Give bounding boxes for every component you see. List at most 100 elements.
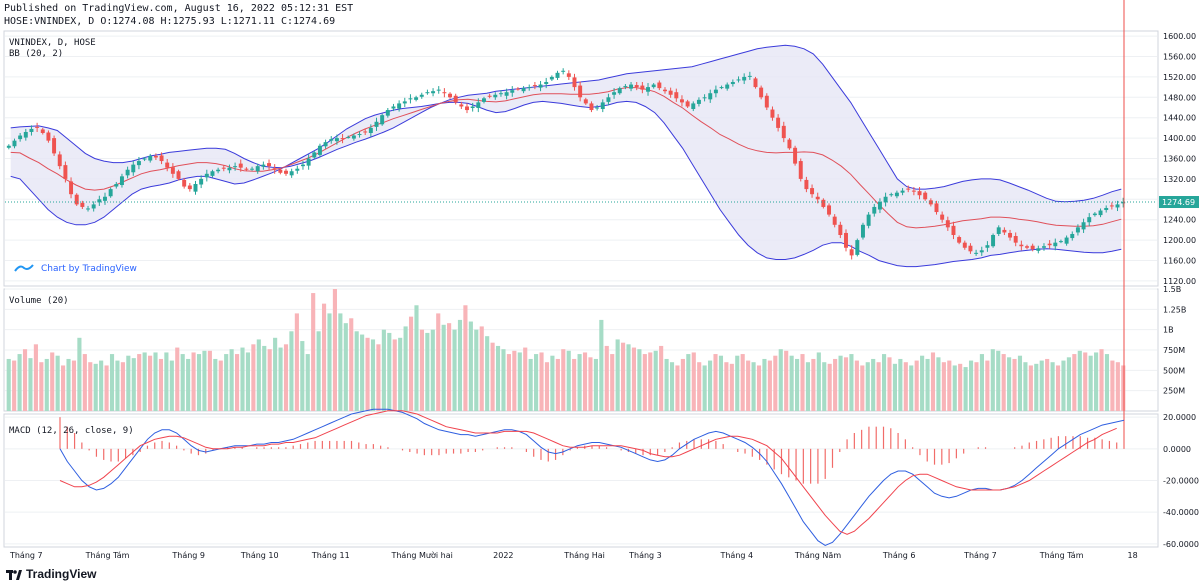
time-tick-label: Tháng Tám: [85, 551, 130, 560]
volume-bar: [61, 365, 66, 411]
volume-bar: [365, 337, 370, 411]
candle-body: [1109, 205, 1114, 207]
candle-body: [323, 142, 328, 147]
candle-body: [52, 138, 57, 154]
volume-bar: [414, 305, 419, 411]
volume-bar: [77, 337, 82, 411]
candle-body: [91, 204, 96, 209]
volume-bar: [1061, 360, 1066, 411]
candle-body: [725, 84, 730, 89]
volume-bar: [572, 358, 577, 411]
macd-axis[interactable]: 20.0000 0.0000 -20.0000 -40.0000 -60.0000: [1163, 413, 1199, 549]
candle-body: [482, 98, 486, 102]
volume-bar: [968, 360, 974, 411]
candle-body: [894, 192, 899, 197]
candle-body: [1087, 217, 1092, 223]
volume-bar: [740, 354, 745, 411]
candle-body: [363, 131, 368, 133]
time-tick-label: Tháng 10: [240, 551, 279, 560]
candle-body: [657, 82, 662, 89]
volume-bar: [1066, 357, 1071, 411]
price-tick-label: 1160.00: [1163, 257, 1196, 266]
volume-bar: [778, 349, 783, 411]
candle-body: [187, 185, 192, 190]
volume-bar: [561, 349, 566, 411]
candle-body: [204, 173, 209, 178]
volume-bar: [474, 329, 479, 411]
bb-indicator-title[interactable]: BB (20, 2): [9, 49, 63, 59]
volume-bar: [1055, 365, 1061, 411]
time-tick-label: Tháng 7: [9, 551, 43, 560]
signal-line: [59, 410, 1117, 535]
candle-body: [646, 87, 650, 92]
time-tick-label: 2022: [493, 551, 513, 560]
volume-bar: [316, 331, 321, 411]
candle-body: [742, 76, 747, 81]
candle-body: [431, 91, 436, 94]
candle-body: [289, 171, 294, 176]
volume-bar: [947, 360, 952, 411]
volume-bar: [669, 362, 675, 411]
volume-bar: [593, 358, 598, 411]
candle-body: [928, 200, 933, 205]
volume-bar: [235, 354, 240, 411]
candle-body: [23, 131, 28, 138]
volume-bar: [495, 345, 501, 411]
candle-body: [532, 85, 537, 87]
volume-bar: [990, 349, 995, 411]
watermark-text[interactable]: Chart by TradingView: [41, 264, 137, 274]
price-axis[interactable]: 1600.00 1560.00 1520.00 1480.00 1440.00 1400.…: [1159, 32, 1199, 286]
candle-body: [798, 161, 803, 179]
volume-bar: [1039, 360, 1044, 411]
volume-bar: [827, 363, 832, 411]
candle-body: [561, 70, 566, 72]
candle-body: [679, 99, 684, 103]
volume-bar: [637, 349, 642, 411]
macd-pane-title[interactable]: MACD (12, 26, close, 9): [9, 426, 134, 436]
candle-body: [244, 168, 249, 170]
volume-bar: [952, 365, 957, 411]
tradingview-logo[interactable]: TradingView: [6, 567, 96, 581]
bollinger-bands: [10, 44, 1122, 268]
candle-body: [663, 89, 667, 92]
candle-body: [719, 87, 724, 89]
volume-bar: [534, 354, 539, 411]
candle-body: [470, 106, 475, 109]
volume-bar: [925, 358, 930, 411]
candle-body: [787, 139, 792, 149]
grid-lines: [5, 35, 1157, 545]
price-tick-label: 1440.00: [1163, 114, 1196, 123]
volume-bar: [71, 360, 77, 411]
candle-body: [877, 201, 882, 210]
candle-body: [849, 249, 854, 256]
volume-bar: [615, 339, 620, 411]
volume-bar: [1088, 355, 1093, 411]
volume-bar: [697, 362, 702, 411]
candle-body: [923, 192, 928, 200]
candle-body: [1008, 232, 1013, 238]
price-tick-label: 1320.00: [1163, 175, 1196, 184]
candle-body: [685, 101, 690, 107]
volume-bar: [1007, 357, 1012, 411]
bb-lower-line: [10, 100, 1122, 268]
time-axis[interactable]: Tháng 7 Tháng Tám Tháng 9 Tháng 10 Tháng 11 T…: [9, 550, 1138, 560]
time-tick-label: Tháng 11: [311, 551, 350, 560]
volume-bar: [66, 358, 71, 411]
tradingview-watermark[interactable]: Chart by TradingView: [14, 264, 137, 274]
volume-pane-title[interactable]: Volume (20): [9, 296, 69, 306]
candle-body: [855, 240, 860, 255]
candle-body: [674, 92, 679, 99]
candle-body: [170, 167, 175, 174]
volume-bar: [1034, 363, 1039, 411]
volume-bar: [914, 360, 919, 411]
candle-body: [385, 110, 390, 116]
volume-bar: [550, 355, 555, 411]
volume-axis[interactable]: 1.5B 1.25B 1B 750M 500M 250M: [1163, 285, 1186, 396]
volume-bar: [708, 360, 713, 411]
volume-bar: [148, 355, 153, 411]
volume-bar: [213, 358, 218, 411]
price-tick-label: 1520.00: [1163, 73, 1196, 82]
candle-body: [63, 165, 68, 179]
volume-bar: [485, 336, 490, 411]
